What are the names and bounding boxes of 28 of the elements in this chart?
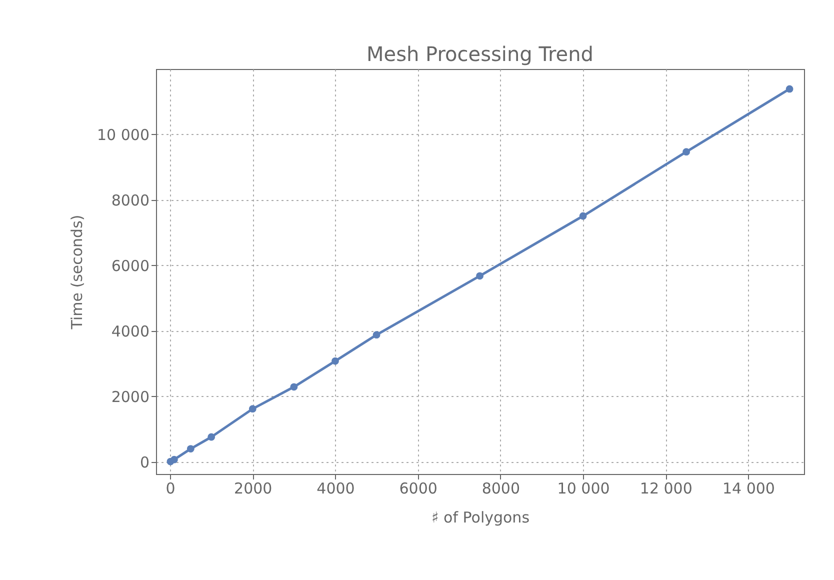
x-tick-label: 4000: [316, 480, 355, 498]
y-tick-label: 0: [140, 453, 150, 472]
x-axis-title: ♯ of Polygons: [431, 508, 530, 526]
y-tick-label: 6000: [111, 256, 150, 275]
point: [186, 445, 194, 452]
x-tick-label: 2000: [234, 480, 272, 498]
y-axis-title: Time (seconds): [68, 214, 86, 330]
point: [208, 433, 216, 441]
y-tick-label: 4000: [111, 322, 150, 340]
point: [332, 357, 339, 365]
point: [290, 383, 298, 391]
point: [579, 212, 587, 220]
point: [786, 85, 794, 93]
x-tick-label: 10 000: [557, 480, 610, 498]
y-tick-label: 10 000: [97, 126, 150, 144]
point: [476, 272, 484, 280]
y-tick-label: 8000: [111, 191, 150, 210]
x-tick-label: 14 000: [722, 480, 775, 498]
x-tick-label: 0: [166, 480, 176, 498]
point: [372, 331, 380, 339]
x-tick-label: 8000: [482, 480, 520, 498]
point: [248, 405, 256, 413]
chart-title: Mesh Processing Trend: [366, 42, 594, 66]
x-tick-label: 12 000: [640, 480, 692, 498]
x-tick-label: 6000: [399, 480, 438, 498]
point: [682, 148, 690, 156]
point: [170, 456, 178, 464]
y-tick-label: 2000: [111, 388, 150, 406]
